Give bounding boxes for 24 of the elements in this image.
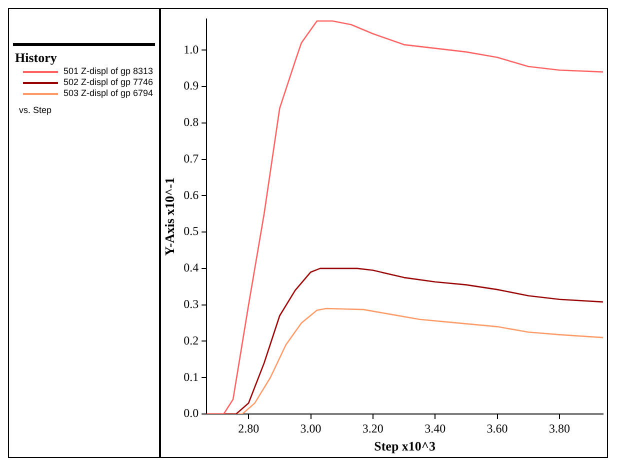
x-tick-label: 3.40 [424, 421, 446, 436]
y-tick-label: 0.9 [184, 78, 199, 93]
y-tick-label: 0.8 [184, 115, 199, 130]
y-axis-title: Y-Axis x10^-1 [162, 177, 178, 256]
x-tick-label: 3.80 [548, 421, 570, 436]
y-tick-label: 0.3 [184, 296, 199, 311]
x-tick-label: 2.80 [238, 421, 260, 436]
y-tick-label: 0.1 [184, 370, 199, 384]
x-tick-label: 3.60 [486, 421, 508, 436]
legend-label: 503 Z-displ of gp 6794 [63, 88, 153, 99]
legend-label: 502 Z-displ of gp 7746 [63, 77, 153, 88]
y-tick-label: 0.7 [184, 151, 199, 166]
y-tick-label: 0.5 [184, 224, 199, 238]
y-tick-label: 1.0 [184, 42, 199, 56]
legend-title: History [15, 50, 58, 66]
x-tick-label: 3.20 [362, 421, 384, 436]
y-tick-label: 0.6 [184, 188, 199, 202]
y-tick-label: 0.0 [184, 406, 199, 420]
x-tick-label: 3.00 [300, 421, 322, 436]
y-tick-label: 0.4 [184, 260, 199, 275]
text: vs. Step [18, 104, 53, 117]
x-axis-title: Step x10^3 [374, 438, 436, 454]
legend-label: 501 Z-displ of gp 8313 [63, 66, 153, 77]
y-tick-label: 0.2 [184, 333, 199, 348]
